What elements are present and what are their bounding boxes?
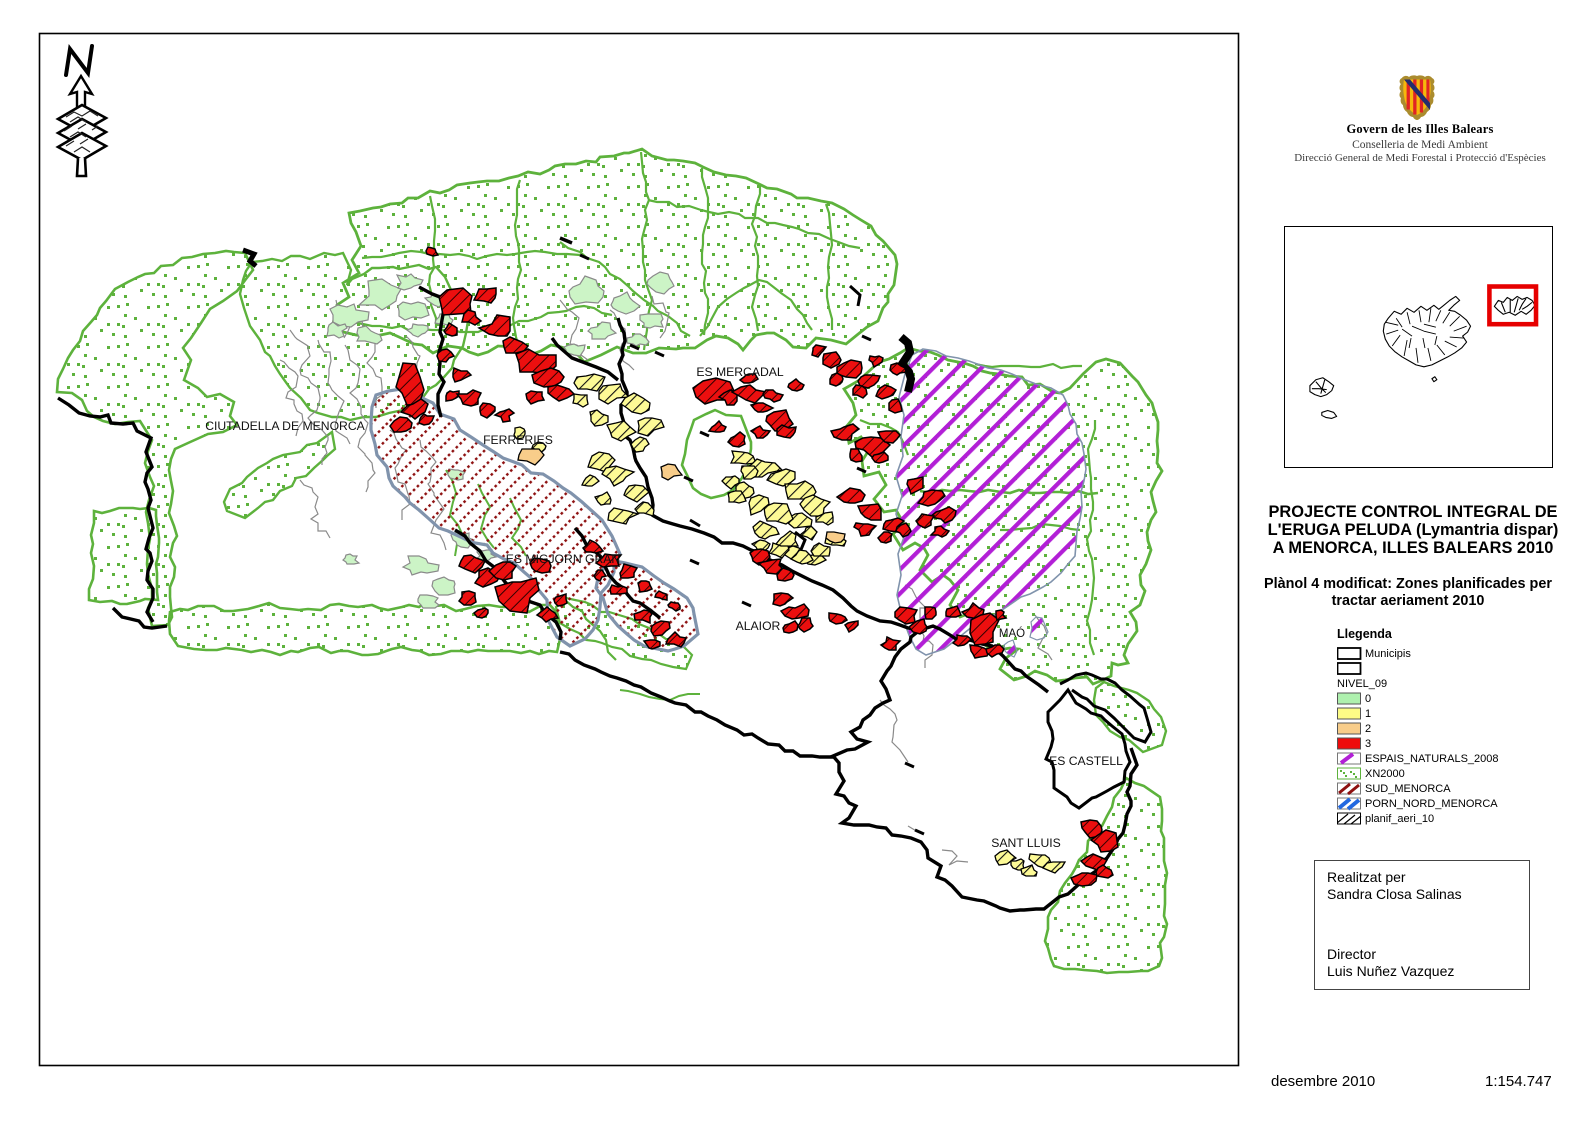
svg-text:3: 3 [1365, 738, 1371, 750]
svg-text:ESPAIS_NATURALS_2008: ESPAIS_NATURALS_2008 [1365, 753, 1499, 765]
svg-text:Municipis: Municipis [1365, 648, 1411, 660]
svg-text:planif_aeri_10: planif_aeri_10 [1365, 813, 1434, 825]
svg-text:ES CASTELL: ES CASTELL [1049, 754, 1123, 768]
svg-text:SUD_MENORCA: SUD_MENORCA [1365, 783, 1451, 795]
svg-text:ES MERCADAL: ES MERCADAL [696, 365, 784, 379]
svg-text:0: 0 [1365, 693, 1371, 705]
svg-text:ES MIGJORN GRAN: ES MIGJORN GRAN [506, 552, 620, 566]
svg-text:NIVEL_09: NIVEL_09 [1337, 678, 1387, 690]
svg-text:FERRERIES: FERRERIES [483, 433, 553, 447]
svg-text:ALAIOR: ALAIOR [736, 619, 781, 633]
svg-text:1: 1 [1365, 708, 1371, 720]
svg-text:SANT LLUIS: SANT LLUIS [991, 836, 1061, 850]
svg-text:XN2000: XN2000 [1365, 768, 1405, 780]
svg-text:MAÓ: MAÓ [999, 627, 1025, 640]
svg-text:2: 2 [1365, 723, 1371, 735]
svg-text:PORN_NORD_MENORCA: PORN_NORD_MENORCA [1365, 798, 1498, 810]
svg-text:CIUTADELLA DE MENORCA: CIUTADELLA DE MENORCA [205, 419, 365, 433]
